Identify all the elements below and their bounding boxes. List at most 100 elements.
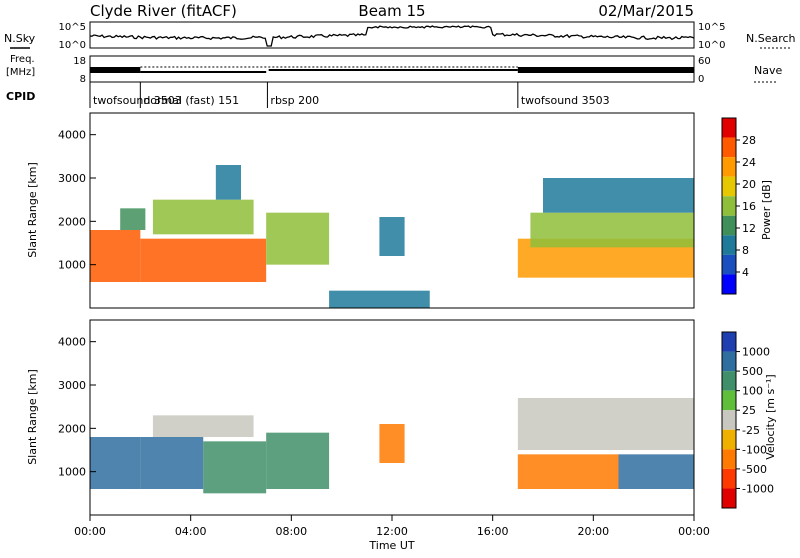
heatmap-cell: [90, 437, 141, 489]
heatmap-cell: [90, 230, 141, 282]
freq-left-tick-top: 18: [73, 56, 86, 67]
heatmap-cell: [140, 437, 204, 489]
colorbar-tick-label: 16: [742, 200, 756, 213]
colorbar-swatch: [722, 176, 736, 197]
noise-right-tick-top: 10^5: [698, 22, 725, 33]
colorbar-swatch: [722, 137, 736, 158]
nave-label: Nave: [754, 64, 782, 77]
noise-sky-line: [89, 25, 695, 47]
date-title: 02/Mar/2015: [598, 2, 694, 20]
freq-band-1: [90, 67, 141, 73]
ytick-label: 1000: [58, 259, 86, 272]
frequency-strip: Freq. [MHz] 18 8 60 0 Nave: [6, 54, 782, 85]
heatmap-cell: [203, 441, 267, 494]
colorbar-swatch: [722, 196, 736, 216]
ytick-label: 4000: [58, 129, 86, 142]
velocity-cbar-label: Velocity [m s⁻¹]: [764, 374, 777, 459]
velocity-colorbar: 1000 500 100 25 -25 -100 -500 -1000: [721, 331, 774, 509]
freq-right-tick-bottom: 0: [698, 74, 704, 85]
colorbar-swatch: [722, 332, 736, 352]
heatmap-cell: [266, 212, 330, 265]
velocity-data: [90, 398, 694, 494]
xtick-label: 08:00: [275, 525, 307, 538]
noise-left-label: N.Sky: [4, 32, 36, 45]
colorbar-swatch: [722, 215, 736, 236]
velocity-panel: 1000 2000 3000 4000 Slant Range [km] 1000 50…: [26, 319, 777, 516]
cpid-label: CPID: [6, 90, 35, 103]
colorbar-tick-label: 28: [742, 134, 756, 147]
colorbar-swatch: [722, 118, 736, 138]
noise-left-tick-top: 10^5: [59, 22, 86, 33]
power-colorbar: 28 24 20 16 12 8 4: [721, 117, 756, 295]
freq-label-1: Freq.: [10, 54, 35, 65]
heatmap-cell: [517, 398, 694, 450]
heatmap-cell: [266, 432, 330, 489]
colorbar-swatch: [722, 429, 736, 450]
xtick-label: 00:00: [678, 525, 710, 538]
colorbar-swatch: [722, 235, 736, 255]
colorbar-swatch: [722, 390, 736, 411]
heatmap-cell: [517, 454, 619, 489]
power-cbar-label: Power [dB]: [760, 180, 773, 240]
heatmap-cell: [140, 238, 267, 282]
noise-left-tick-bottom: 10^0: [59, 40, 86, 51]
colorbar-swatch: [722, 410, 736, 430]
cpid-segment-label: twofsound 3503: [521, 94, 610, 107]
colorbar-tick-label: 8: [742, 244, 749, 257]
colorbar-swatch: [722, 274, 736, 294]
colorbar-swatch: [722, 449, 736, 469]
colorbar-tick-label: 500: [742, 365, 763, 378]
colorbar-tick-label: 4: [742, 266, 749, 279]
colorbar-tick-label: 1000: [742, 346, 770, 359]
freq-label-2: [MHz]: [6, 67, 35, 78]
power-panel: 1000 2000 3000 4000 Slant Range [km] 28 24 20…: [26, 112, 773, 309]
colorbar-tick-label: 12: [742, 222, 756, 235]
power-ylabel: Slant Range [km]: [26, 162, 39, 258]
ytick-label: 1000: [58, 466, 86, 479]
noise-right-tick-bottom: 10^0: [698, 40, 725, 51]
colorbar-swatch: [722, 371, 736, 391]
freq-right-tick-top: 60: [698, 56, 711, 67]
colorbar-tick-label: 20: [742, 178, 756, 191]
xtick-label: 20:00: [577, 525, 609, 538]
colorbar-swatch: [722, 468, 736, 489]
freq-marks: [90, 66, 694, 73]
heatmap-cell: [543, 178, 694, 213]
ytick-label: 3000: [58, 379, 86, 392]
heatmap-cell: [379, 217, 405, 256]
heatmap-cell: [379, 424, 405, 463]
xtick-label: 16:00: [477, 525, 509, 538]
colorbar-tick-label: 100: [742, 385, 763, 398]
colorbar-tick-label: -500: [742, 463, 767, 476]
heatmap-cell: [215, 165, 241, 200]
colorbar-tick-label: -1000: [742, 482, 774, 495]
heatmap-cell: [530, 212, 694, 248]
cpid-segment-label: rbsp 200: [270, 94, 319, 107]
colorbar-tick-label: 24: [742, 156, 756, 169]
power-frame: [89, 112, 695, 309]
freq-band-4: [517, 67, 694, 73]
colorbar-tick-label: -100: [742, 443, 767, 456]
noise-frame: [89, 21, 695, 49]
ytick-label: 4000: [58, 336, 86, 349]
colorbar-swatch: [722, 254, 736, 275]
station-title: Clyde River (fitACF): [90, 2, 237, 20]
ytick-label: 2000: [58, 215, 86, 228]
ytick-label: 3000: [58, 172, 86, 185]
power-data: [90, 165, 694, 308]
colorbar-tick-label: -25: [742, 424, 760, 437]
colorbar-tick-label: 25: [742, 404, 756, 417]
xtick-label: 00:00: [74, 525, 106, 538]
cpid-segment-label: normal (fast) 151: [143, 94, 239, 107]
colorbar-swatch: [722, 157, 736, 177]
cpid-segment-label: twofsound 3503: [93, 94, 182, 107]
power-yaxis: 1000 2000 3000 4000: [58, 129, 96, 272]
time-axis: 00:00 04:00 08:00 12:00 16:00 20:00 00:00: [74, 515, 710, 538]
xtick-label: 04:00: [175, 525, 207, 538]
xaxis-label: Time UT: [368, 539, 414, 552]
freq-left-tick-bottom: 8: [80, 74, 86, 85]
